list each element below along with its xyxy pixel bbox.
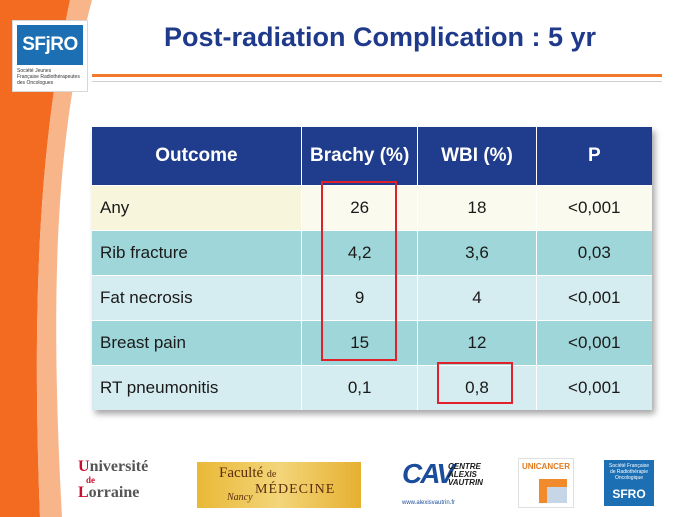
cell-brachy: 0,1: [301, 365, 419, 410]
header-outcome: Outcome: [92, 127, 302, 186]
cell-p: 0,03: [536, 230, 652, 276]
title-divider-shadow: [92, 81, 662, 82]
orange-swoosh-decoration: [0, 0, 92, 517]
complications-table: Outcome Brachy (%) WBI (%) P Any 26 18 <…: [92, 127, 652, 410]
sfjro-logo: SFjRO Société Jeunes Française Radiothér…: [12, 20, 88, 92]
table-row: Breast pain 15 12 <0,001: [92, 320, 652, 366]
wbi-pneumonitis-highlight-box: [437, 362, 513, 404]
cell-wbi: 4: [417, 275, 537, 321]
footer-logos: Université de Lorraine Faculté de MÉDECI…: [0, 450, 689, 517]
centre-alexis-vautrin-logo: CAV CENTRE ALEXIS VAUTRIN www.alexisvaut…: [402, 458, 483, 506]
cell-outcome: Fat necrosis: [92, 275, 302, 321]
header-p: P: [536, 127, 652, 186]
header-wbi: WBI (%): [417, 127, 537, 186]
cell-outcome: Any: [92, 185, 302, 231]
cell-wbi: 3,6: [417, 230, 537, 276]
title-divider: [92, 74, 662, 77]
cell-brachy: 15: [301, 320, 419, 366]
faculte-de-medecine-nancy-logo: Faculté de MÉDECINE Nancy: [197, 462, 361, 508]
cell-brachy: 9: [301, 275, 419, 321]
table-row: Fat necrosis 9 4 <0,001: [92, 275, 652, 321]
table-row: RT pneumonitis 0,1 0,8 <0,001: [92, 365, 652, 410]
table-row: Rib fracture 4,2 3,6 0,03: [92, 230, 652, 276]
unicancer-logo: UNICANCER: [518, 458, 574, 508]
cell-p: <0,001: [536, 365, 652, 410]
header-brachy: Brachy (%): [301, 127, 419, 186]
cell-brachy: 4,2: [301, 230, 419, 276]
cell-p: <0,001: [536, 185, 652, 231]
sfro-logo: Société Française de Radiothérapie Oncol…: [604, 460, 654, 506]
cell-wbi: 18: [417, 185, 537, 231]
table-header-row: Outcome Brachy (%) WBI (%) P: [92, 127, 652, 186]
slide-title: Post-radiation Complication : 5 yr: [163, 22, 597, 52]
cell-p: <0,001: [536, 275, 652, 321]
cell-wbi: 12: [417, 320, 537, 366]
sfjro-logo-mark: SFjRO: [17, 25, 83, 65]
cell-outcome: RT pneumonitis: [92, 365, 302, 410]
cell-outcome: Breast pain: [92, 320, 302, 366]
cell-p: <0,001: [536, 320, 652, 366]
table-row: Any 26 18 <0,001: [92, 185, 652, 231]
brachy-highlight-box: [321, 181, 397, 361]
cell-brachy: 26: [301, 185, 419, 231]
cell-outcome: Rib fracture: [92, 230, 302, 276]
universite-de-lorraine-logo: Université de Lorraine: [78, 458, 149, 501]
sfjro-logo-subtitle: Société Jeunes Française Radiothérapeute…: [17, 68, 80, 86]
